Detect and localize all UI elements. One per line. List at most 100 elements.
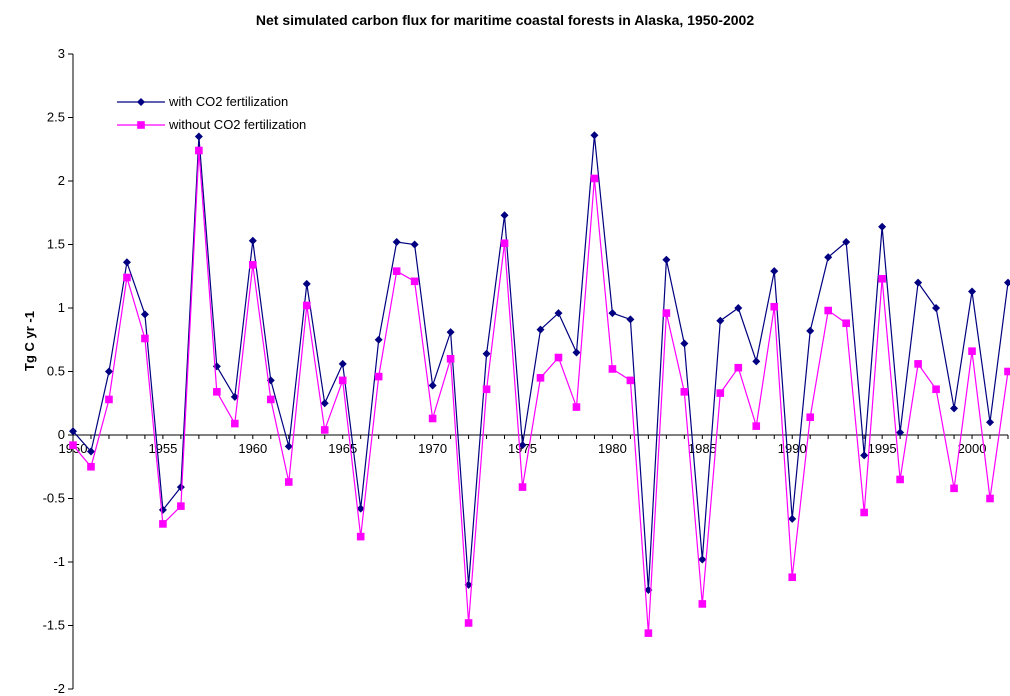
data-point xyxy=(806,326,815,335)
data-point xyxy=(968,347,976,355)
data-point xyxy=(410,240,419,249)
data-point xyxy=(104,367,113,376)
data-point xyxy=(716,316,725,325)
axes: 32.521.510.50-0.5-1-1.5-2195019551960196… xyxy=(43,46,1009,696)
data-point xyxy=(824,306,832,315)
data-point xyxy=(590,174,599,183)
data-point xyxy=(140,310,149,319)
data-point xyxy=(914,360,922,368)
data-point xyxy=(932,304,941,312)
data-point xyxy=(320,399,329,408)
data-point xyxy=(1004,278,1010,287)
data-point xyxy=(356,504,365,513)
y-tick-label: 2.5 xyxy=(47,110,65,125)
series-line xyxy=(72,135,1009,590)
data-point xyxy=(554,309,563,318)
data-point xyxy=(770,267,779,276)
y-tick-label: 0.5 xyxy=(47,364,65,379)
data-point xyxy=(986,494,994,503)
data-point xyxy=(716,389,725,397)
x-tick-label: 1980 xyxy=(598,441,627,456)
data-point xyxy=(518,441,527,450)
data-point xyxy=(752,357,761,366)
data-point xyxy=(122,258,131,267)
data-point xyxy=(249,261,257,269)
y-tick-label: -1 xyxy=(53,554,65,569)
data-point xyxy=(788,573,797,582)
data-point xyxy=(284,442,293,451)
data-point xyxy=(194,132,203,141)
data-point xyxy=(968,287,977,296)
data-point xyxy=(338,359,347,368)
data-point xyxy=(608,365,617,373)
data-point xyxy=(500,239,509,248)
data-point xyxy=(572,348,581,357)
y-tick-label: -0.5 xyxy=(43,491,65,506)
data-point xyxy=(734,363,743,372)
x-tick-label: 1955 xyxy=(148,441,177,456)
data-point xyxy=(896,475,904,484)
series-2 xyxy=(69,146,1010,637)
data-point xyxy=(842,319,850,328)
data-point xyxy=(428,414,437,423)
data-point xyxy=(698,555,707,564)
data-point xyxy=(698,600,707,608)
data-point xyxy=(177,502,185,510)
x-tick-label: 1960 xyxy=(238,441,267,456)
data-point xyxy=(302,301,311,310)
data-point xyxy=(392,237,401,246)
y-tick-label: 1 xyxy=(58,300,65,315)
data-point xyxy=(105,395,113,404)
data-point xyxy=(69,427,77,436)
data-point xyxy=(87,462,95,471)
data-point xyxy=(374,335,383,344)
data-point xyxy=(230,392,239,401)
data-point xyxy=(680,339,689,348)
data-point xyxy=(231,419,239,428)
data-point xyxy=(338,376,347,385)
data-point xyxy=(770,302,779,311)
x-tick-label: 1995 xyxy=(868,441,897,456)
data-point xyxy=(662,255,671,264)
data-point xyxy=(482,385,491,394)
data-point xyxy=(860,508,868,517)
y-tick-label: 0 xyxy=(58,427,65,442)
series-layer xyxy=(69,131,1010,637)
data-point xyxy=(428,381,437,390)
data-point xyxy=(195,146,203,155)
data-point xyxy=(302,279,311,288)
y-axis-label: Tg C yr -1 xyxy=(22,311,37,371)
data-point xyxy=(806,413,815,422)
data-point xyxy=(464,619,473,627)
data-point xyxy=(842,237,851,246)
data-point xyxy=(176,483,185,492)
data-point xyxy=(212,362,221,371)
data-point xyxy=(950,484,958,493)
legend-marker xyxy=(137,98,145,106)
legend-label: without CO2 fertilization xyxy=(168,117,306,132)
data-point xyxy=(482,349,491,358)
data-point xyxy=(572,403,581,411)
data-point xyxy=(284,478,293,486)
data-point xyxy=(141,334,149,343)
data-point xyxy=(626,315,635,324)
legend-marker xyxy=(137,121,145,129)
x-tick-label: 1990 xyxy=(778,441,807,456)
data-point xyxy=(392,267,401,275)
data-point xyxy=(734,304,743,312)
chart-title: Net simulated carbon flux for maritime c… xyxy=(255,12,755,28)
data-point xyxy=(950,404,959,413)
data-point xyxy=(446,355,455,363)
data-point xyxy=(608,309,617,318)
data-point xyxy=(896,428,905,437)
data-point xyxy=(536,325,545,334)
legend-label: with CO2 fertilization xyxy=(168,94,288,109)
data-point xyxy=(860,451,869,460)
legend: with CO2 fertilization without CO2 fertil… xyxy=(117,94,306,132)
data-point xyxy=(752,422,761,430)
data-point xyxy=(1004,367,1010,376)
data-point xyxy=(410,277,419,286)
data-point xyxy=(680,388,689,396)
data-point xyxy=(446,328,455,337)
x-tick-label: 1970 xyxy=(418,441,447,456)
